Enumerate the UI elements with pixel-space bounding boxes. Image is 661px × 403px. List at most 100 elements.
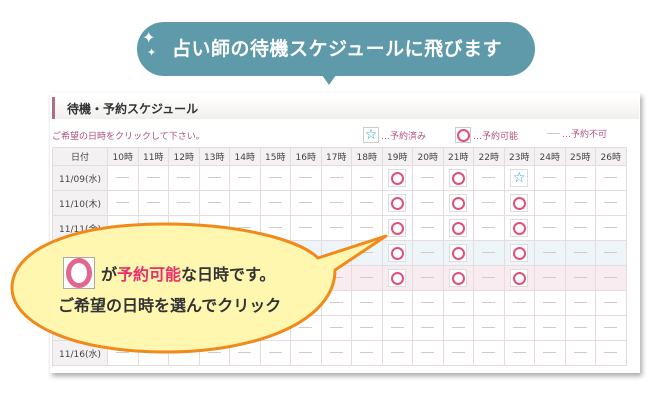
available-slot-button[interactable] xyxy=(510,194,529,212)
circle-icon xyxy=(451,171,465,185)
available-slot-button[interactable] xyxy=(449,219,468,237)
dash-icon xyxy=(390,327,404,328)
available-slot-button[interactable] xyxy=(449,169,468,187)
dash-icon xyxy=(604,227,618,228)
circle-icon xyxy=(512,221,526,235)
available-slot-button[interactable] xyxy=(510,244,529,262)
dash-icon xyxy=(329,327,343,328)
slot-available[interactable] xyxy=(442,240,474,266)
slot-unavailable xyxy=(595,340,627,366)
available-slot-button[interactable] xyxy=(388,244,407,262)
banner-text: 占い師の待機スケジュールに飛びます xyxy=(172,38,503,60)
dash-icon xyxy=(604,277,618,278)
slot-unavailable xyxy=(137,165,169,191)
slot-unavailable xyxy=(595,315,627,341)
dash-icon xyxy=(116,177,130,178)
dash-icon xyxy=(482,252,496,253)
slot-unavailable xyxy=(198,165,230,191)
dash-icon xyxy=(543,277,557,278)
available-slot-button[interactable] xyxy=(510,269,529,287)
slot-available[interactable] xyxy=(381,240,413,266)
available-slot-button[interactable] xyxy=(388,169,407,187)
legend-booked-label: …予約済み xyxy=(381,131,427,142)
slot-unavailable xyxy=(351,290,383,316)
slot-unavailable xyxy=(320,165,352,191)
dash-icon xyxy=(238,202,252,203)
available-slot-button[interactable] xyxy=(510,219,529,237)
banner-button[interactable] xyxy=(137,22,535,76)
date-cell: 11/10(木) xyxy=(52,190,108,216)
slot-unavailable xyxy=(534,340,566,366)
dash-icon xyxy=(116,202,130,203)
dash-icon xyxy=(604,177,618,178)
slot-available[interactable] xyxy=(442,215,474,241)
slot-unavailable xyxy=(564,340,596,366)
slot-available[interactable] xyxy=(381,215,413,241)
legend-unavailable-label: …予約不可 xyxy=(562,130,608,140)
slot-unavailable xyxy=(473,190,505,216)
circle-icon xyxy=(390,171,404,185)
slot-unavailable xyxy=(137,190,169,216)
slot-available[interactable] xyxy=(503,265,535,291)
available-slot-button[interactable] xyxy=(388,269,407,287)
circle-icon xyxy=(455,127,471,143)
circle-icon xyxy=(451,221,465,235)
dash-icon xyxy=(604,302,618,303)
sparkle-icon: ✦ xyxy=(142,28,156,47)
dash-icon xyxy=(421,302,435,303)
dash-icon xyxy=(299,327,313,328)
slot-available[interactable] xyxy=(503,215,535,241)
hour-header: 20時 xyxy=(412,147,444,166)
dash-icon xyxy=(573,327,587,328)
dash-icon xyxy=(299,352,313,353)
dash-icon xyxy=(207,352,221,353)
slot-unavailable xyxy=(351,190,383,216)
callout-text: が xyxy=(101,265,118,284)
dash-icon xyxy=(146,177,160,178)
dash-icon xyxy=(360,302,374,303)
dash-icon xyxy=(360,177,374,178)
dash-icon xyxy=(360,327,374,328)
dash-icon xyxy=(268,177,282,178)
slot-unavailable xyxy=(290,165,322,191)
date-header: 日付 xyxy=(52,147,108,166)
available-slot-button[interactable] xyxy=(449,244,468,262)
available-slot-button[interactable] xyxy=(449,269,468,287)
dash-icon xyxy=(116,352,130,353)
dash-icon xyxy=(573,252,587,253)
slot-available[interactable] xyxy=(381,190,413,216)
available-slot-button[interactable] xyxy=(388,219,407,237)
dash-icon xyxy=(512,327,526,328)
slot-unavailable xyxy=(412,315,444,341)
dash-icon xyxy=(329,302,343,303)
legend-available: …予約可能 xyxy=(455,127,518,143)
slot-unavailable xyxy=(412,265,444,291)
dash-icon xyxy=(543,327,557,328)
slot-available[interactable] xyxy=(381,265,413,291)
dash-icon xyxy=(177,177,191,178)
dash-icon xyxy=(390,352,404,353)
dash-icon xyxy=(573,277,587,278)
dash-icon xyxy=(482,227,496,228)
slot-unavailable xyxy=(595,215,627,241)
dash-icon xyxy=(543,352,557,353)
booked-slot: ☆ xyxy=(510,169,529,187)
dash-icon xyxy=(360,227,374,228)
dash-icon xyxy=(421,277,435,278)
dash-icon xyxy=(360,352,374,353)
available-slot-button[interactable] xyxy=(388,194,407,212)
available-slot-button[interactable] xyxy=(449,194,468,212)
dash-icon xyxy=(360,252,374,253)
slot-unavailable xyxy=(412,340,444,366)
slot-available[interactable] xyxy=(503,240,535,266)
circle-icon xyxy=(451,246,465,260)
callout-line1: が予約可能な日時です。 xyxy=(63,257,275,289)
dash-icon xyxy=(543,177,557,178)
dash-icon xyxy=(512,302,526,303)
dash-icon xyxy=(604,327,618,328)
slot-available[interactable] xyxy=(503,190,535,216)
dash-icon xyxy=(482,277,496,278)
legend-booked: ☆ …予約済み xyxy=(363,127,426,143)
slot-unavailable xyxy=(564,240,596,266)
